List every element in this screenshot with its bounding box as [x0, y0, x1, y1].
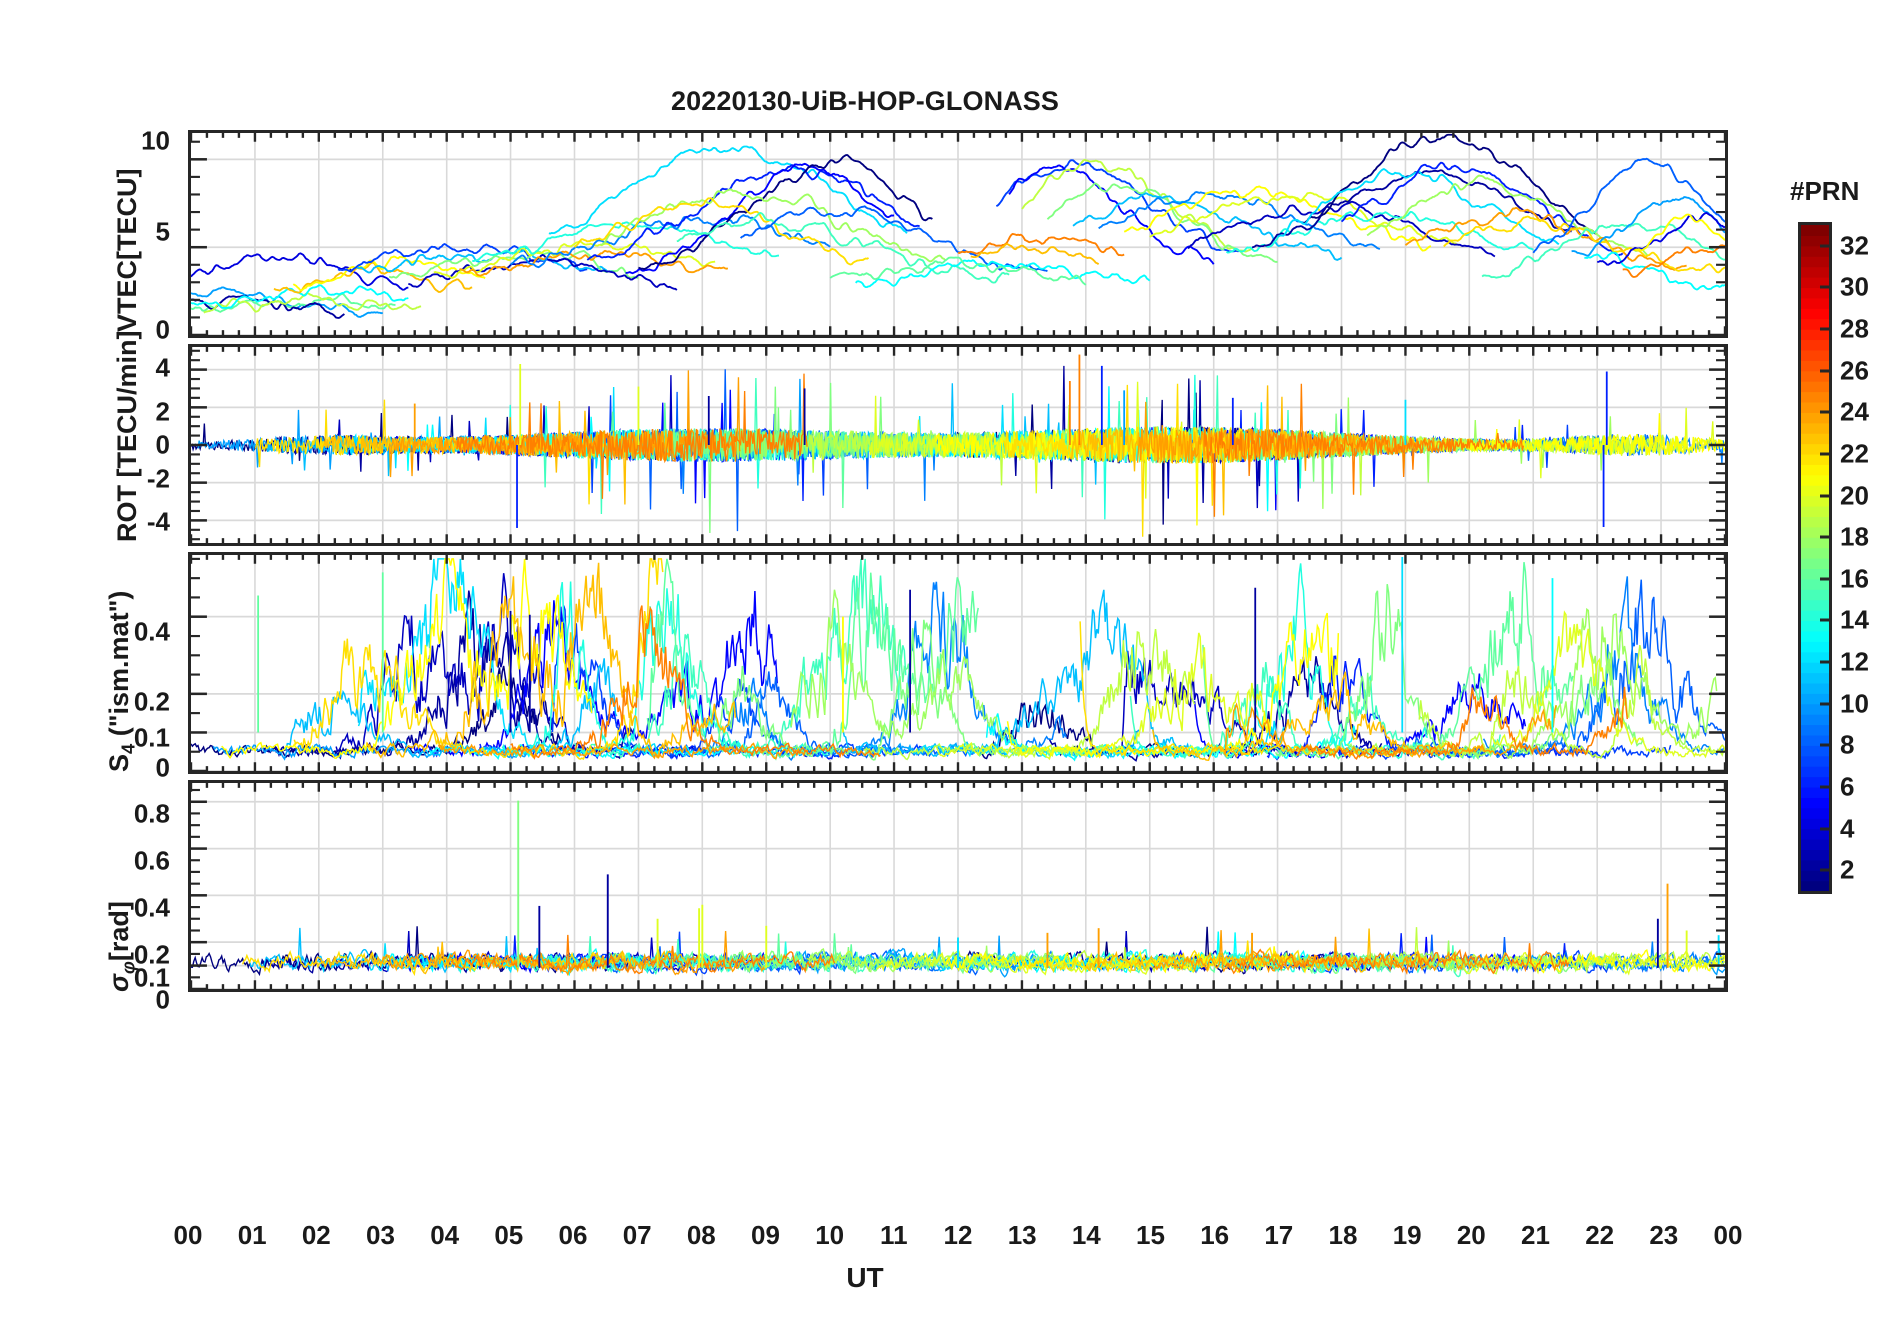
x-tick-3: 03 — [366, 1220, 395, 1250]
colorbar-tickmark — [1820, 535, 1832, 539]
x-tick-7: 07 — [622, 1220, 652, 1250]
sigma-phi-plot-area — [191, 783, 1725, 989]
colorbar-tick-28: 28 — [1840, 313, 1869, 344]
x-tick-4: 04 — [430, 1220, 460, 1250]
colorbar-tickmark — [1820, 785, 1832, 789]
colorbar-tickmark — [1820, 660, 1832, 664]
x-tick-18: 18 — [1328, 1220, 1358, 1250]
vtec-axis-label: VTEC[TECU] — [112, 168, 142, 333]
s4-ytick-02: 0.2 — [133, 686, 170, 717]
colorbar-tick-6: 6 — [1840, 771, 1855, 802]
s4-ytick-04: 0.4 — [133, 616, 170, 647]
s4-axis-label-rest: ("ism.mat") — [104, 590, 134, 744]
colorbar-gradient — [1801, 225, 1829, 891]
vtec-ytick-10: 10 — [141, 125, 170, 156]
panel-sigma-phi — [188, 780, 1728, 992]
s4-ytick-0: 0 — [155, 752, 170, 783]
x-tick-13: 13 — [1007, 1220, 1037, 1250]
rot-ytick-0: 0 — [155, 429, 170, 460]
x-tick-23: 23 — [1649, 1220, 1679, 1250]
vtec-ytick-5: 5 — [155, 216, 170, 247]
sigphi-ytick-02: 0.2 — [133, 939, 170, 970]
x-tick-8: 08 — [686, 1220, 716, 1250]
colorbar-tick-20: 20 — [1840, 480, 1869, 511]
colorbar-tickmark — [1820, 702, 1832, 706]
s4-plot-area — [191, 555, 1725, 771]
s4-ytick-01: 0.1 — [133, 722, 170, 753]
sigphi-ytick-0: 0 — [155, 984, 170, 1015]
colorbar-tickmark — [1820, 827, 1832, 831]
x-tick-14: 14 — [1071, 1220, 1101, 1250]
colorbar-tickmark — [1820, 743, 1832, 747]
x-tick-5: 05 — [494, 1220, 524, 1250]
panel-rot — [188, 344, 1728, 546]
x-tick-10: 10 — [815, 1220, 845, 1250]
colorbar-tick-8: 8 — [1840, 729, 1855, 760]
colorbar-tickmark — [1820, 410, 1832, 414]
figure-title: 20220130-UiB-HOP-GLONASS — [670, 86, 1060, 116]
colorbar-tickmark — [1820, 327, 1832, 331]
colorbar-tick-2: 2 — [1840, 854, 1855, 885]
colorbar-tick-26: 26 — [1840, 355, 1869, 386]
x-tick-15: 15 — [1136, 1220, 1165, 1250]
x-tick-20: 20 — [1456, 1220, 1486, 1250]
colorbar-tick-22: 22 — [1840, 438, 1869, 469]
x-tick-11: 11 — [880, 1220, 908, 1250]
colorbar-tick-24: 24 — [1840, 396, 1869, 427]
x-tick-17: 17 — [1264, 1220, 1294, 1250]
colorbar — [1798, 222, 1832, 894]
sigphi-ytick-01: 0.1 — [133, 962, 170, 993]
colorbar-tick-30: 30 — [1840, 271, 1869, 302]
panel-vtec — [188, 130, 1728, 338]
x-tick-9: 09 — [751, 1220, 780, 1250]
rot-ytick-m4: -4 — [146, 506, 170, 537]
colorbar-tick-18: 18 — [1840, 521, 1869, 552]
sigphi-ytick-06: 0.6 — [133, 845, 170, 876]
rot-plot-area — [191, 347, 1725, 543]
colorbar-title: #PRN — [1790, 176, 1860, 206]
rot-ytick-2: 2 — [155, 396, 170, 427]
colorbar-tickmark — [1820, 244, 1832, 248]
x-tick-2: 02 — [301, 1220, 331, 1250]
rot-ytick-4: 4 — [155, 352, 170, 383]
colorbar-tickmark — [1820, 285, 1832, 289]
x-axis-label: UT — [846, 1262, 884, 1293]
vtec-plot-area — [191, 133, 1725, 335]
sigphi-ytick-04: 0.4 — [133, 892, 170, 923]
sigphi-ytick-08: 0.8 — [133, 798, 170, 829]
colorbar-tick-12: 12 — [1840, 646, 1869, 677]
colorbar-tick-32: 32 — [1840, 230, 1869, 261]
colorbar-tick-14: 14 — [1840, 604, 1869, 635]
rot-ytick-m2: -2 — [146, 463, 170, 494]
panel-s4 — [188, 552, 1728, 774]
vtec-ytick-0: 0 — [155, 314, 170, 345]
colorbar-tickmark — [1820, 452, 1832, 456]
x-tick-21: 21 — [1521, 1220, 1550, 1250]
colorbar-tickmark — [1820, 618, 1832, 622]
x-tick-0: 00 — [173, 1220, 203, 1250]
x-tick-12: 12 — [943, 1220, 973, 1250]
colorbar-tickmark — [1820, 494, 1832, 498]
x-tick-16: 16 — [1200, 1220, 1230, 1250]
colorbar-tick-10: 10 — [1840, 688, 1869, 719]
colorbar-tick-16: 16 — [1840, 563, 1869, 594]
colorbar-tickmark — [1820, 577, 1832, 581]
x-tick-6: 06 — [558, 1220, 588, 1250]
x-tick-24: 00 — [1713, 1220, 1743, 1250]
x-tick-1: 01 — [237, 1220, 267, 1250]
colorbar-tickmark — [1820, 369, 1832, 373]
x-tick-22: 22 — [1585, 1220, 1615, 1250]
x-tick-19: 19 — [1392, 1220, 1422, 1250]
colorbar-tickmark — [1820, 868, 1832, 872]
colorbar-tick-4: 4 — [1840, 813, 1855, 844]
